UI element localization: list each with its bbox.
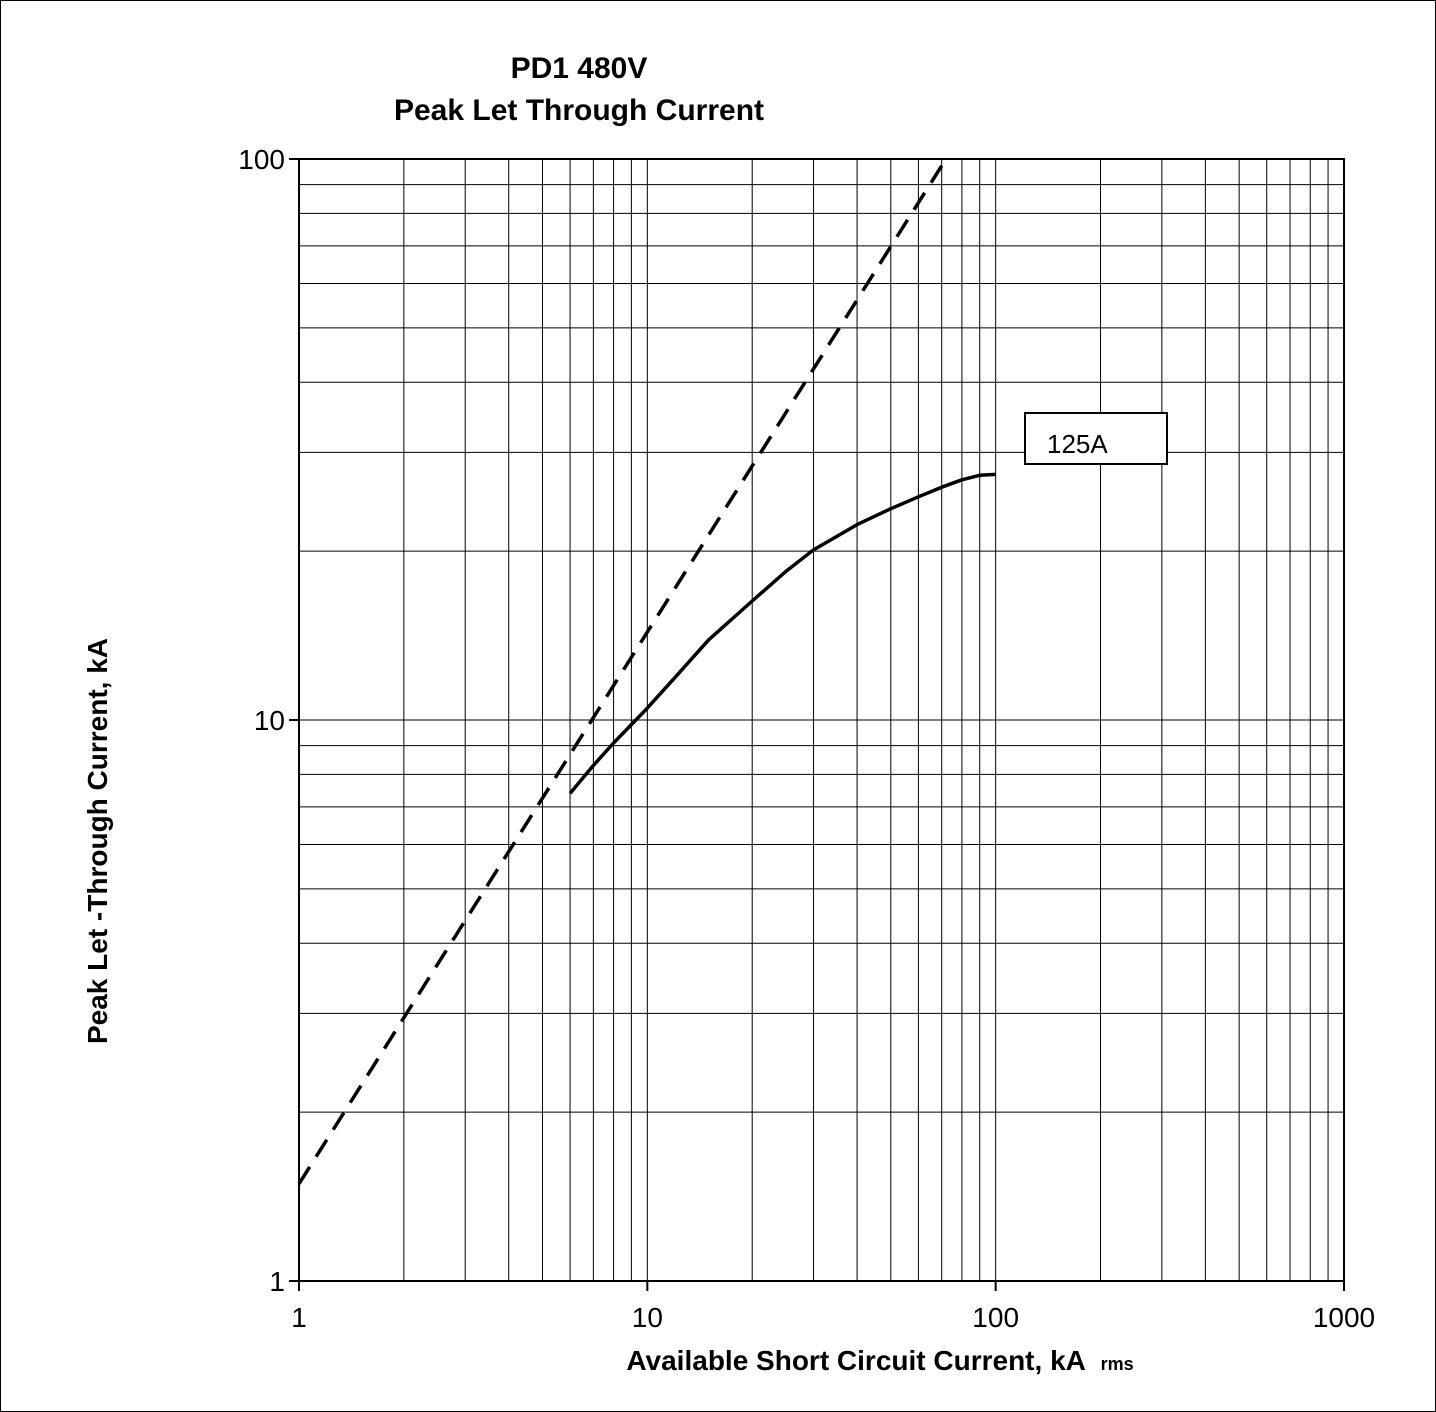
x-axis-label: Available Short Circuit Current, kA rms xyxy=(626,1345,1133,1376)
annotation-box-border xyxy=(1024,412,1168,465)
x-tick-label: 1000 xyxy=(1313,1302,1375,1333)
y-tick-label: 100 xyxy=(238,144,285,175)
series-line-dashed xyxy=(297,158,948,1185)
x-axis-label-main: Available Short Circuit Current, kA xyxy=(626,1345,1085,1376)
x-tick-label: 100 xyxy=(972,1302,1019,1333)
annotation-label: 125A xyxy=(1047,429,1108,459)
chart-title-line2: Peak Let Through Current xyxy=(394,94,764,127)
x-axis-label-subscript: rms xyxy=(1101,1354,1134,1374)
grid-lines xyxy=(299,159,1344,1281)
y-axis-label: Peak Let -Through Current, kA xyxy=(82,638,113,1044)
x-tick-label: 1 xyxy=(291,1302,307,1333)
y-tick-label: 10 xyxy=(254,705,285,736)
y-tick-label: 1 xyxy=(269,1266,285,1297)
series-line-125a xyxy=(568,472,996,795)
chart-title-line1: PD1 480V xyxy=(511,52,648,85)
x-tick-label: 10 xyxy=(632,1302,663,1333)
tick-labels: 1 10 100 1000 1 10 100 xyxy=(238,144,1375,1333)
series-layer xyxy=(297,158,996,1185)
series-annotation-box: 125A xyxy=(1024,412,1168,465)
